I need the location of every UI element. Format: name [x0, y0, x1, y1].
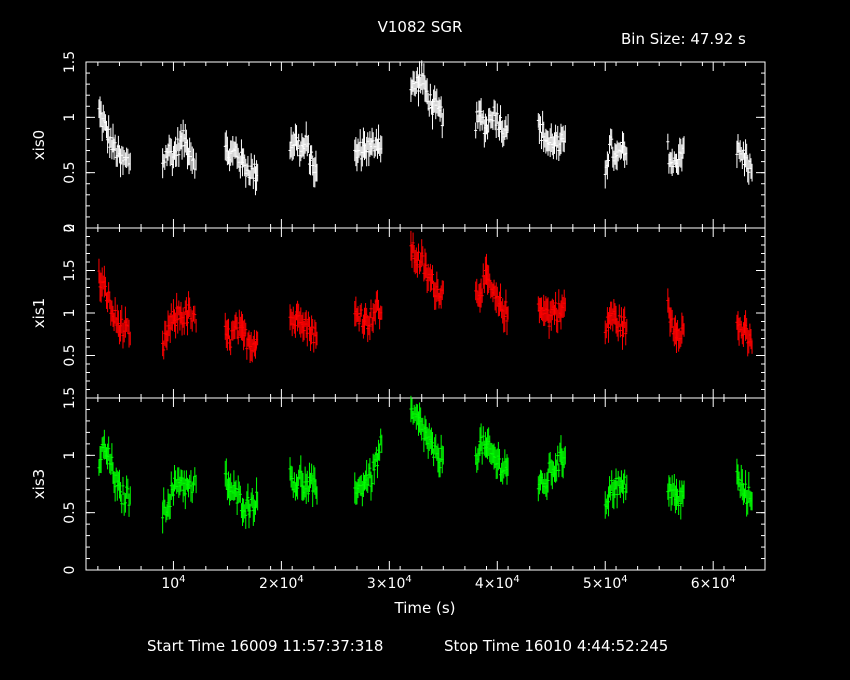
panel-frame [85, 397, 766, 571]
stop-time-label: Stop Time 16010 4:44:52:245 [444, 637, 669, 655]
y-tick-label: 1 [62, 309, 78, 318]
x-tick-label: 3×104 [367, 574, 412, 592]
y-axis-label: xis3 [30, 469, 48, 499]
y-axis-label: xis0 [30, 130, 48, 160]
y-tick-label: 2 [62, 224, 78, 233]
x-tick-label: 104 [161, 574, 185, 592]
y-tick-label: 1 [62, 113, 78, 122]
y-tick-label: 1.5 [62, 387, 78, 409]
y-tick-label: 1.5 [62, 259, 78, 281]
y-tick-label: 0.5 [62, 162, 78, 184]
bin-size-label: Bin Size: 47.92 s [621, 30, 746, 48]
y-tick-label: 0.5 [62, 344, 78, 366]
y-tick-label: 1 [62, 451, 78, 460]
y-axis-label: xis1 [30, 298, 48, 328]
chart-title: V1082 SGR [377, 18, 463, 36]
x-tick-label: 5×104 [583, 574, 628, 592]
y-tick-label: 1.5 [62, 51, 78, 73]
y-tick-label: 0.5 [62, 502, 78, 524]
y-tick-label: 0 [62, 566, 78, 575]
y-tick-label: 0 [62, 224, 78, 233]
x-tick-label: 4×104 [475, 574, 520, 592]
start-time-label: Start Time 16009 11:57:37:318 [147, 637, 384, 655]
x-tick-label: 6×104 [691, 574, 736, 592]
x-axis-label: Time (s) [394, 599, 456, 617]
x-tick-label: 2×104 [259, 574, 304, 592]
